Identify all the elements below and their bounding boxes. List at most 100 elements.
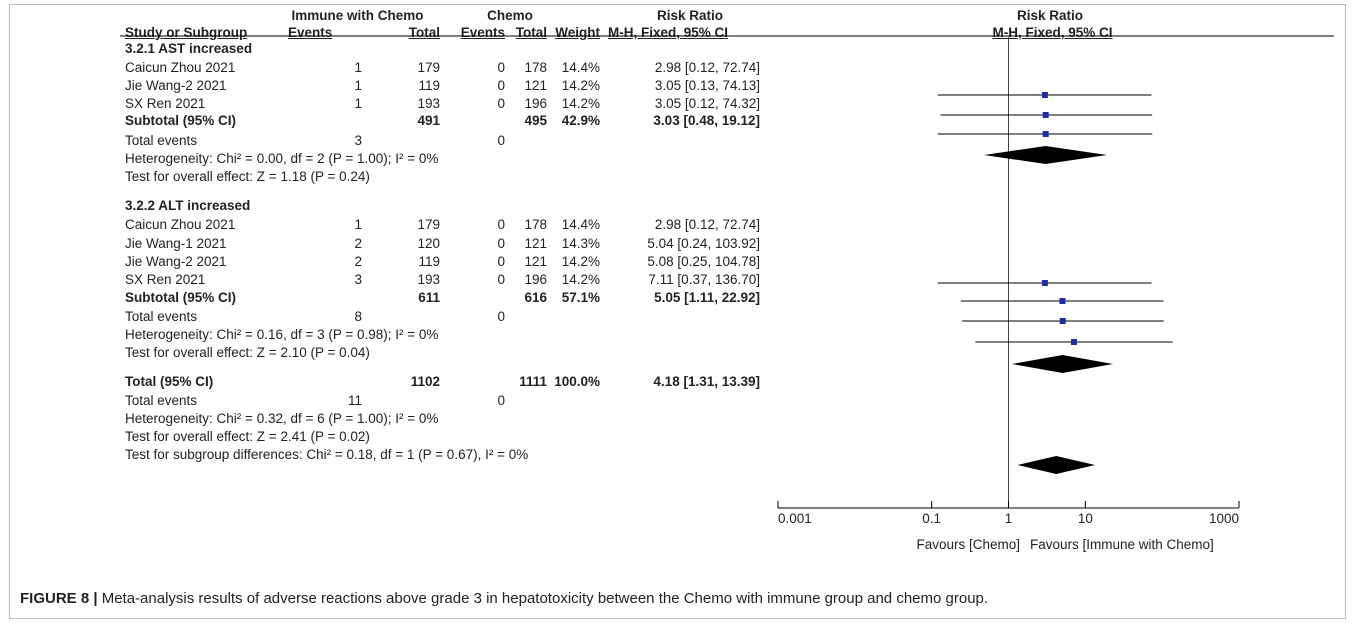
- point-estimate: [1070, 339, 1077, 345]
- total-exp: 611: [418, 290, 440, 305]
- events-ctrl: 0: [497, 236, 505, 251]
- study-label: Caicun Zhou 2021: [125, 217, 236, 232]
- risk-ratio-ci: 2.98 [0.12, 72.74]: [654, 217, 760, 232]
- weight: 14.4%: [561, 60, 600, 75]
- events-exp: 8: [354, 309, 362, 324]
- subtotal-label: Subtotal (95% CI): [125, 290, 237, 305]
- caption-label: FIGURE 8 |: [20, 590, 98, 607]
- x-tick-label: 1: [1005, 511, 1013, 526]
- risk-ratio-ci: 2.98 [0.12, 72.74]: [654, 60, 760, 75]
- total-exp: 179: [417, 217, 440, 232]
- header-group-control: Chemo: [487, 8, 533, 23]
- weight: 100.0%: [554, 374, 600, 389]
- risk-ratio-ci: 5.05 [1.11, 22.92]: [654, 290, 760, 305]
- weight: 14.2%: [561, 272, 600, 287]
- total-ctrl: 495: [524, 113, 547, 128]
- risk-ratio-ci: 3.05 [0.12, 74.32]: [654, 96, 760, 111]
- point-estimate: [1059, 298, 1066, 304]
- subgroup-heading: 3.2.1 AST increased: [125, 41, 253, 56]
- total-ctrl: 121: [524, 254, 547, 269]
- events-ctrl: 0: [497, 393, 505, 408]
- events-exp: 2: [354, 236, 362, 251]
- study-label: SX Ren 2021: [125, 96, 206, 111]
- x-tick-label: 0.001: [778, 511, 812, 526]
- risk-ratio-ci: 4.18 [1.31, 13.39]: [653, 374, 760, 389]
- weight: 57.1%: [561, 290, 600, 305]
- stats-note: Heterogeneity: Chi² = 0.32, df = 6 (P = …: [125, 411, 439, 426]
- risk-ratio-ci: 7.11 [0.37, 136.70]: [648, 272, 760, 287]
- total-events-label: Total events: [125, 393, 198, 408]
- stats-note: Heterogeneity: Chi² = 0.16, df = 3 (P = …: [125, 327, 439, 342]
- header-group-experimental: Immune with Chemo: [291, 8, 424, 23]
- total-ctrl: 178: [524, 60, 547, 75]
- stats-note: Heterogeneity: Chi² = 0.00, df = 2 (P = …: [125, 151, 439, 166]
- point-estimate: [1042, 131, 1049, 137]
- weight: 14.4%: [561, 217, 600, 232]
- events-exp: 2: [354, 254, 362, 269]
- risk-ratio-ci: 5.08 [0.25, 104.78]: [647, 254, 760, 269]
- point-estimate: [1041, 92, 1048, 98]
- favours-right-label: Favours [Immune with Chemo]: [1030, 537, 1214, 552]
- stats-note: Test for overall effect: Z = 2.10 (P = 0…: [125, 345, 370, 360]
- figure-frame: [9, 4, 1346, 619]
- study-label: Jie Wang-2 2021: [125, 78, 227, 93]
- total-exp: 120: [417, 236, 440, 251]
- events-ctrl: 0: [497, 60, 505, 75]
- figure-caption: FIGURE 8 | Meta-analysis results of adve…: [20, 590, 988, 607]
- study-label: Jie Wang-1 2021: [125, 236, 227, 251]
- total-events-label: Total events: [125, 309, 198, 324]
- pooled-diamond: [984, 146, 1107, 164]
- events-ctrl: 0: [497, 309, 505, 324]
- point-estimate: [1041, 280, 1048, 286]
- total-ctrl: 616: [524, 290, 547, 305]
- point-estimate: [1059, 318, 1066, 324]
- events-ctrl: 0: [497, 272, 505, 287]
- events-exp: 1: [354, 78, 362, 93]
- header-effect-plot: Risk Ratio: [1016, 8, 1084, 23]
- study-label: Caicun Zhou 2021: [125, 60, 236, 75]
- risk-ratio-ci: 3.05 [0.13, 74.13]: [654, 78, 760, 93]
- total-label: Total (95% CI): [125, 374, 214, 389]
- study-label: Jie Wang-2 2021: [125, 254, 227, 269]
- events-ctrl: 0: [497, 254, 505, 269]
- favours-left-label: Favours [Chemo]: [916, 537, 1020, 552]
- point-estimate: [1042, 112, 1049, 118]
- events-ctrl: 0: [497, 133, 505, 148]
- caption-text: Meta-analysis results of adverse reactio…: [97, 590, 989, 607]
- total-exp: 193: [417, 272, 440, 287]
- subtotal-label: Subtotal (95% CI): [125, 113, 237, 128]
- weight: 14.2%: [561, 78, 600, 93]
- risk-ratio-ci: 5.04 [0.24, 103.92]: [647, 236, 760, 251]
- weight: 42.9%: [561, 113, 600, 128]
- events-exp: 3: [354, 133, 362, 148]
- x-tick-label: 10: [1078, 511, 1093, 526]
- weight: 14.2%: [561, 254, 600, 269]
- total-exp: 491: [417, 113, 440, 128]
- subgroup-heading: 3.2.2 ALT increased: [125, 198, 251, 213]
- events-ctrl: 0: [497, 78, 505, 93]
- weight: 14.3%: [561, 236, 600, 251]
- study-label: SX Ren 2021: [125, 272, 206, 287]
- events-ctrl: 0: [497, 96, 505, 111]
- events-exp: 1: [354, 96, 362, 111]
- total-exp: 193: [417, 96, 440, 111]
- total-ctrl: 121: [524, 78, 547, 93]
- total-events-label: Total events: [125, 133, 198, 148]
- events-exp: 11: [347, 393, 362, 408]
- x-tick-label: 1000: [1209, 511, 1239, 526]
- events-exp: 1: [354, 60, 362, 75]
- risk-ratio-ci: 3.03 [0.48, 19.12]: [653, 113, 760, 128]
- stats-note: Test for overall effect: Z = 2.41 (P = 0…: [125, 429, 370, 444]
- events-ctrl: 0: [497, 217, 505, 232]
- pooled-diamond: [1011, 355, 1114, 373]
- events-exp: 3: [354, 272, 362, 287]
- total-exp: 119: [418, 78, 440, 93]
- total-ctrl: 196: [524, 96, 547, 111]
- total-ctrl: 1111: [519, 374, 547, 389]
- pooled-diamond: [1017, 456, 1096, 474]
- total-ctrl: 178: [524, 217, 547, 232]
- stats-note: Test for overall effect: Z = 1.18 (P = 0…: [125, 169, 370, 184]
- stats-note: Test for subgroup differences: Chi² = 0.…: [125, 447, 529, 462]
- header-effect-table: Risk Ratio: [656, 8, 724, 23]
